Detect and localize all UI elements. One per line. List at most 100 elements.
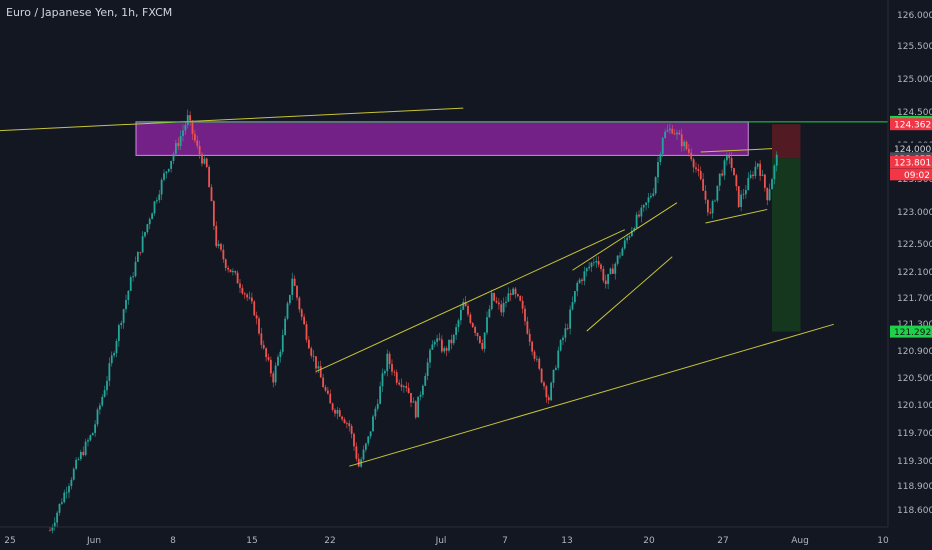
candle-body xyxy=(493,292,496,301)
candle-body xyxy=(222,249,225,260)
candle-body xyxy=(600,264,602,269)
candle-body xyxy=(654,177,657,194)
candle-body xyxy=(258,318,260,334)
candle-body xyxy=(528,333,531,342)
time-tick: 7 xyxy=(502,536,508,546)
candle-body xyxy=(704,190,707,200)
candle-body xyxy=(725,156,728,161)
candle-body xyxy=(217,243,220,247)
time-tick: 8 xyxy=(170,536,176,546)
candle-body xyxy=(269,359,272,374)
candle-body xyxy=(56,512,59,523)
candle-body xyxy=(350,426,353,434)
candle-body xyxy=(730,158,733,169)
price-tick: 119.300 xyxy=(897,457,932,467)
candle-body xyxy=(483,332,486,349)
candle-body xyxy=(588,266,591,269)
candle-body xyxy=(547,397,550,401)
price-badge xyxy=(890,118,932,131)
candle-body xyxy=(709,212,712,214)
candle-body xyxy=(229,269,232,273)
candle-body xyxy=(260,333,263,345)
candle-body xyxy=(664,131,667,138)
price-tick: 119.700 xyxy=(897,429,932,439)
candle-body xyxy=(243,293,246,295)
candle-body xyxy=(702,179,705,191)
candle-body xyxy=(338,410,341,417)
time-axis[interactable]: 25 Jun 8 15 22 Jul 7 13 20 27 Aug 10 xyxy=(4,536,889,546)
candle-body xyxy=(172,153,175,161)
candle-body xyxy=(564,328,567,338)
candle-body xyxy=(372,416,374,432)
candle-body xyxy=(583,271,586,281)
price-tick: 122.500 xyxy=(897,240,932,250)
candle-body xyxy=(478,336,481,344)
candle-body xyxy=(336,410,339,414)
candle-body xyxy=(246,294,249,298)
candle-body xyxy=(51,526,54,531)
candle-body xyxy=(196,140,199,146)
candle-body xyxy=(638,214,640,217)
price-badge xyxy=(890,325,932,338)
trend-line-6 xyxy=(705,208,768,224)
price-tick: 120.100 xyxy=(897,401,932,411)
price-tick: 126.000 xyxy=(897,11,932,21)
candle-body xyxy=(146,224,149,233)
candle-body xyxy=(267,357,270,360)
candle-body xyxy=(362,449,365,460)
candle-body xyxy=(469,314,472,324)
candle-body xyxy=(272,373,275,383)
candle-body xyxy=(120,322,123,326)
candle-body xyxy=(170,160,173,169)
candle-body xyxy=(288,294,291,304)
candle-body xyxy=(481,343,484,349)
candle-body xyxy=(649,195,652,198)
candle-body xyxy=(322,377,325,388)
candle-body xyxy=(761,174,764,176)
candle-body xyxy=(284,318,287,336)
candle-body xyxy=(502,303,505,313)
candle-body xyxy=(293,278,296,286)
candle-body xyxy=(291,278,294,295)
candle-body xyxy=(459,309,462,321)
candle-body xyxy=(500,304,503,313)
time-tick: Aug xyxy=(791,536,809,546)
candle-body xyxy=(317,366,320,369)
candle-body xyxy=(402,386,405,388)
candle-body xyxy=(699,170,702,180)
time-tick: 25 xyxy=(4,536,15,546)
candle-body xyxy=(747,177,750,191)
time-tick: 15 xyxy=(246,536,257,546)
candle-body xyxy=(683,141,686,147)
price-badge xyxy=(890,142,932,155)
candle-body xyxy=(578,279,581,283)
price-tick: 125.000 xyxy=(897,75,932,85)
candle-body xyxy=(63,492,66,503)
candle-body xyxy=(462,302,465,310)
time-tick: 22 xyxy=(324,536,335,546)
candle-body xyxy=(718,173,721,186)
candle-body xyxy=(585,268,588,272)
candle-body xyxy=(376,403,379,409)
candle-body xyxy=(476,332,479,337)
candle-body xyxy=(766,187,769,201)
candle-body xyxy=(353,433,355,447)
candle-body xyxy=(281,335,284,352)
price-tick: 121.700 xyxy=(897,294,932,304)
candle-body xyxy=(357,458,360,467)
candle-body xyxy=(440,339,443,352)
candle-body xyxy=(393,371,396,373)
candle-body xyxy=(711,201,714,214)
time-tick: 20 xyxy=(643,536,655,546)
candle-body xyxy=(728,156,731,159)
candle-body xyxy=(305,324,308,340)
candle-body xyxy=(326,390,329,394)
candle-body xyxy=(348,423,351,427)
candle-body xyxy=(436,338,439,342)
candle-body xyxy=(367,436,370,444)
candle-body xyxy=(431,344,434,350)
candle-body xyxy=(512,288,515,295)
candle-body xyxy=(151,213,154,220)
candle-body xyxy=(141,236,144,253)
